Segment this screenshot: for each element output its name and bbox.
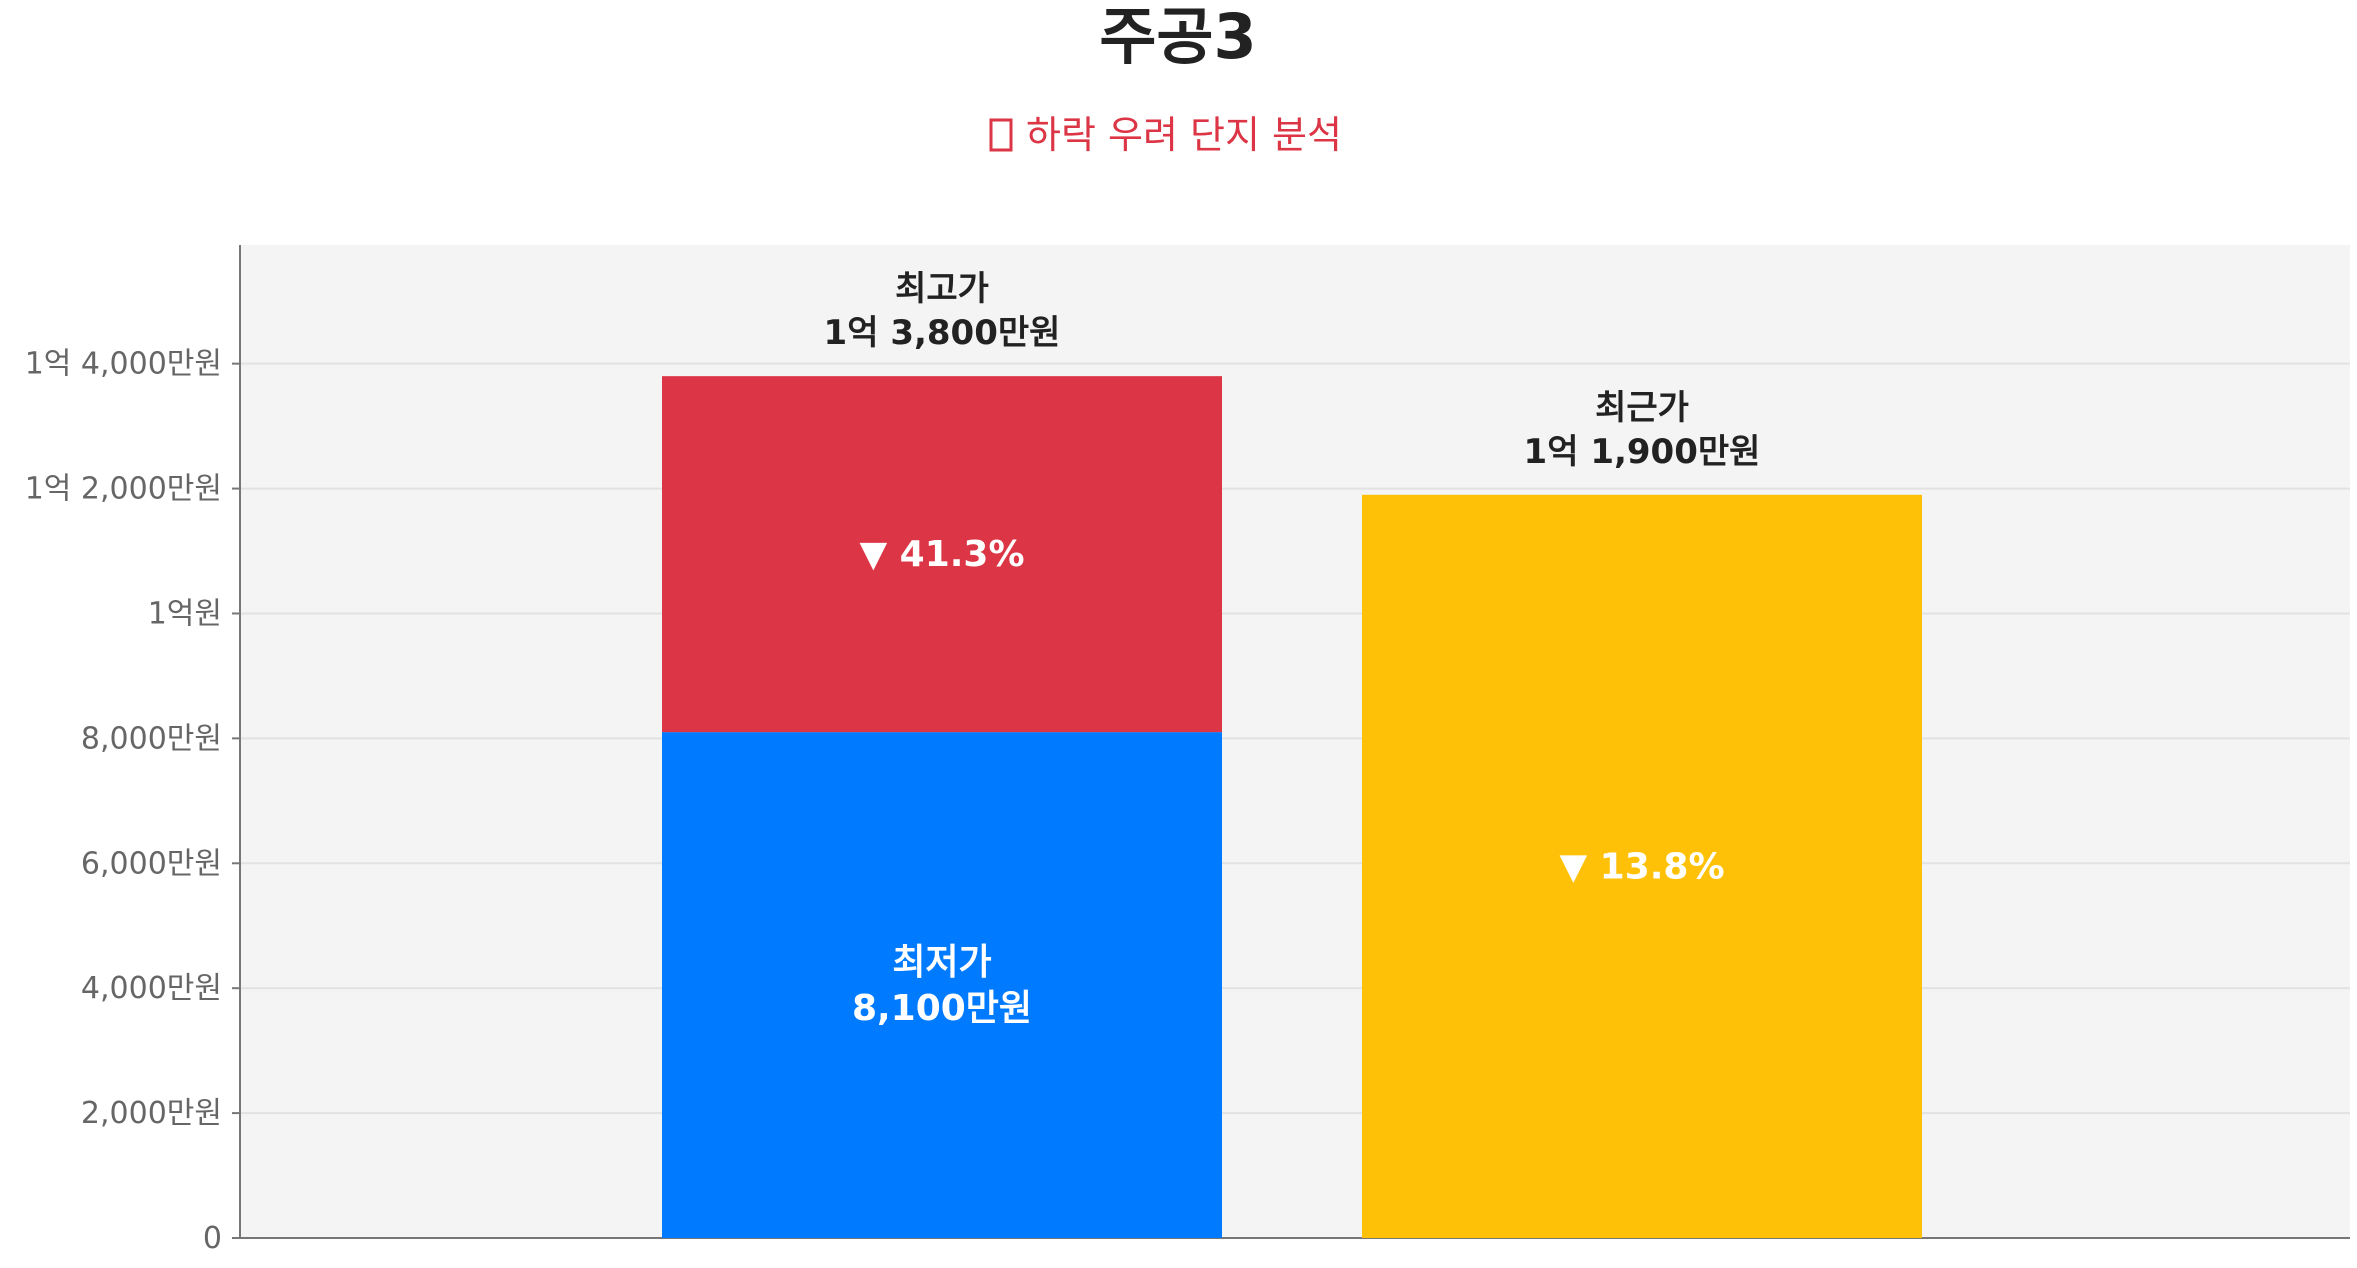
bar-top-label: 최고가	[895, 269, 989, 309]
chart-subtitle-text: 하락 우려 단지 분석	[1026, 113, 1342, 157]
plot-background	[240, 245, 2350, 1238]
y-tick-label: 6,000만원	[81, 846, 222, 881]
bar-segment-label: ▼ 41.3%	[859, 534, 1024, 575]
plot-area: 0 2,000만원 4,000만원 6,000만원 8,000만원 1억원 1억 2,000…	[25, 245, 2350, 1256]
chart-subtitle: 하락 우려 단지 분석	[989, 113, 1342, 157]
bar-segment-label: ▼ 13.8%	[1559, 846, 1724, 887]
bar-top-label: 최근가	[1595, 388, 1689, 428]
bar-segment-0-0	[662, 732, 1222, 1238]
y-tick-label: 1억 4,000만원	[25, 347, 222, 382]
bar-segment-0-1	[662, 376, 1222, 733]
bar-segment-1-0	[1362, 494, 1922, 1239]
bar-segment-label: 8,100만원	[852, 988, 1032, 1029]
bar-top-label: 1억 3,800만원	[824, 313, 1061, 353]
chart-title: 주공3	[1099, 0, 1256, 73]
y-tick-label: 1억 2,000만원	[25, 472, 222, 507]
y-tick-label: 1억원	[148, 596, 222, 631]
y-tick-label: 2,000만원	[81, 1096, 222, 1131]
y-tick-label: 8,000만원	[81, 721, 222, 756]
bar-top-label: 1억 1,900만원	[1524, 432, 1761, 472]
y-tick-label: 4,000만원	[81, 971, 222, 1006]
warning-icon	[989, 118, 1013, 152]
y-tick-label: 0	[203, 1221, 222, 1256]
bar-segment-label: 최저가	[892, 942, 991, 983]
